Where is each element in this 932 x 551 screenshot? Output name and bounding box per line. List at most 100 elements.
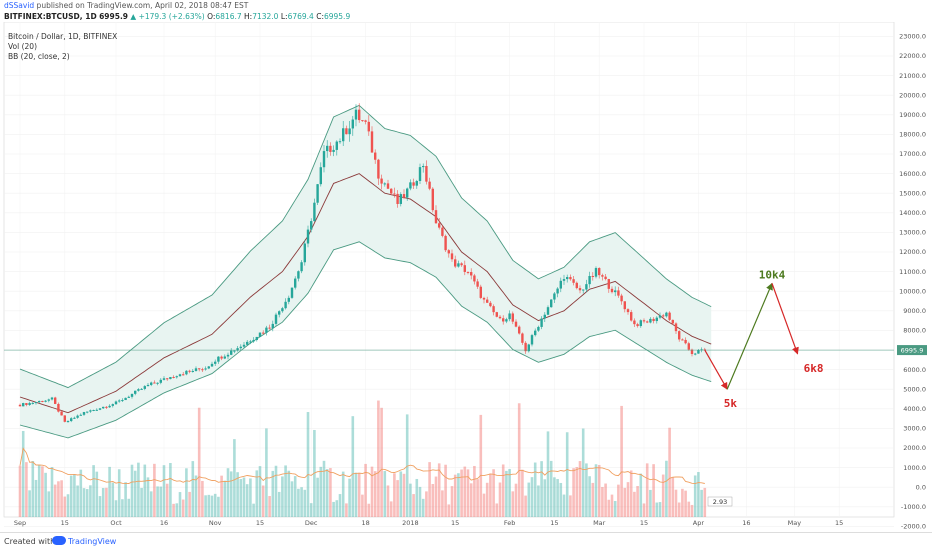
candle-body — [438, 223, 441, 228]
bb-indicator-label[interactable]: BB (20, close, 2) — [8, 52, 70, 61]
volume-bar — [463, 466, 467, 517]
volume-bar — [642, 503, 646, 517]
volume-bar — [105, 487, 108, 517]
price-tick-label: 5000.0 — [903, 385, 926, 393]
volume-tag-bg — [707, 496, 733, 507]
candle-body — [175, 376, 178, 378]
price-chart[interactable]: -3000.0-2000.0-1000.00.01000.02000.03000… — [0, 22, 932, 532]
created-with-text: Created with — [4, 537, 56, 546]
tradingview-logo-icon[interactable] — [52, 536, 66, 545]
volume-bar — [607, 499, 611, 517]
candle-body — [367, 121, 370, 132]
candle-body — [230, 350, 233, 355]
volume-bar — [457, 473, 460, 517]
volume-bar — [261, 485, 265, 517]
volume-bar — [124, 482, 127, 517]
volume-ma-line — [19, 447, 705, 485]
volume-bar — [66, 494, 70, 517]
volume-bar — [172, 503, 175, 517]
volume-bar — [421, 498, 425, 517]
volume-bar — [591, 482, 595, 517]
candle-body — [159, 379, 162, 383]
time-tick-label: 16 — [160, 519, 168, 527]
candle-body — [300, 262, 303, 272]
price-axis[interactable]: -3000.0-2000.0-1000.00.01000.02000.03000… — [899, 33, 926, 532]
candle-body — [402, 194, 406, 198]
volume-bar — [153, 463, 156, 517]
volume-bar — [249, 478, 252, 517]
volume-bar — [325, 469, 329, 517]
candle-body — [662, 315, 665, 317]
candle-body — [297, 271, 300, 279]
candle-body — [678, 331, 681, 340]
volume-bar — [453, 474, 457, 517]
candle-body — [130, 393, 134, 397]
volume-bar — [700, 489, 703, 517]
volume-bar — [34, 479, 38, 517]
volume-bar — [393, 473, 396, 517]
volume-bar — [226, 468, 230, 517]
volume-bar — [169, 463, 172, 517]
candle-body — [617, 290, 620, 296]
candle-body — [326, 145, 329, 152]
volume-bar — [175, 503, 179, 517]
candle-body — [610, 288, 614, 293]
candle-body — [207, 366, 210, 369]
candle-body — [601, 275, 604, 277]
candle-body — [681, 339, 684, 341]
volume-bar — [108, 466, 111, 517]
candle-body — [79, 414, 82, 416]
volume-bar — [473, 465, 476, 517]
candle-body — [540, 318, 543, 327]
volume-bar — [76, 485, 79, 517]
bollinger-basis-line — [19, 173, 712, 414]
candle-body — [354, 109, 358, 120]
low-value: 6769.4 — [287, 12, 314, 21]
candle-body — [524, 342, 527, 352]
volume-bar — [268, 496, 271, 517]
volume-bar — [527, 482, 531, 517]
volume-bar — [661, 474, 665, 517]
price-tick-label: -1000.0 — [901, 503, 926, 511]
volume-bar — [431, 484, 435, 517]
volume-bar — [460, 469, 463, 517]
candle-body — [646, 321, 649, 323]
candle-body — [178, 374, 182, 377]
volume-bar — [652, 464, 655, 517]
candle-body — [233, 350, 236, 352]
vol-indicator-label[interactable]: Vol (20) — [8, 42, 37, 51]
pane-title: Bitcoin / Dollar, 1D, BITFINEX — [8, 32, 117, 41]
volume-bar — [402, 473, 406, 517]
volume-bar — [185, 468, 188, 517]
time-axis[interactable]: Sep 15 Oct 16 Nov 15 Dec 18 2018 15 Feb 15 Mar 15 Apr 1… — [14, 519, 843, 527]
time-tick-label: Sep — [14, 519, 26, 527]
volume-bar — [18, 465, 22, 517]
high-value: 7132.0 — [252, 12, 279, 21]
candle-body — [95, 409, 98, 411]
volume-bar — [671, 477, 675, 517]
volume-bar — [114, 500, 118, 517]
candle-body — [425, 165, 428, 182]
tradingview-link[interactable]: TradingView — [68, 537, 117, 546]
price-tick-label: 15000.0 — [899, 189, 926, 197]
forecast-arrow — [704, 349, 728, 390]
volume-bar — [165, 483, 169, 517]
volume-tag: 2.93 — [707, 496, 733, 507]
time-tick-label: 2018 — [402, 519, 419, 527]
author-link[interactable]: dSSavid — [4, 1, 35, 10]
candle-body — [60, 411, 63, 416]
volume-bar — [133, 470, 137, 517]
candle-body — [265, 327, 268, 333]
candle-body — [217, 356, 220, 362]
publish-info: dSSavid published on TradingView.com, Ap… — [4, 1, 248, 11]
candle-body — [92, 409, 95, 411]
candle-body — [102, 406, 105, 409]
candle-body — [201, 369, 204, 371]
candle-body — [514, 321, 518, 327]
volume-bar — [601, 487, 604, 517]
candle-body — [566, 277, 569, 280]
volume-bar — [665, 460, 668, 517]
candle-body — [348, 128, 351, 135]
volume-bar — [345, 503, 348, 517]
candle-body — [338, 141, 342, 143]
